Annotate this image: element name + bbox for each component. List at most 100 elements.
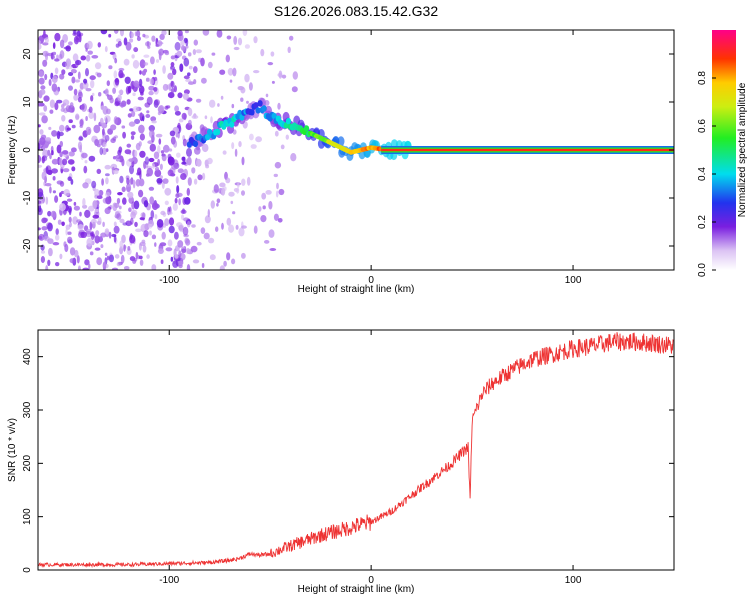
spectrogram-noise-blob — [79, 211, 82, 217]
spectrogram-noise-blob — [113, 70, 118, 79]
spectrogram-noise-blob — [255, 136, 262, 143]
spectrogram-noise-blob — [106, 108, 111, 115]
spectrogram-noise-blob — [165, 105, 171, 109]
spectrogram-noise-blob — [63, 46, 71, 50]
spectrogram-noise-blob — [277, 73, 283, 77]
spectrogram-noise-blob — [40, 244, 45, 251]
spectrogram-noise-blob — [68, 85, 73, 91]
spectrogram-noise-blob — [244, 44, 250, 49]
spectrogram-noise-blob — [138, 124, 145, 134]
spectrogram-noise-blob — [232, 67, 237, 77]
spectrogram-noise-blob — [201, 263, 205, 268]
spectrogram-noise-blob — [117, 149, 122, 156]
spectrogram-noise-blob — [131, 110, 136, 117]
spectrogram-noise-blob — [269, 248, 277, 251]
spectrogram-noise-blob — [104, 207, 111, 215]
spectrogram-noise-blob — [71, 147, 77, 153]
colorbar-ticks: 0.0 0.2 0.4 0.6 0.8 — [697, 71, 716, 277]
spectrogram-noise-blob — [182, 46, 187, 52]
spectrogram-noise-blob — [187, 52, 192, 57]
spectrogram-noise-blob — [42, 59, 48, 67]
spectrogram-noise-blob — [182, 226, 189, 236]
y-tick-label: 100 — [22, 508, 33, 525]
spectrogram-noise-blob — [164, 187, 172, 196]
spectrogram-noise-blob — [81, 103, 87, 112]
spectrogram-noise-blob — [236, 187, 240, 194]
spectrogram-noise-blob — [114, 254, 120, 259]
spectrogram-noise-blob — [265, 190, 272, 195]
spectrogram-noise-blob — [121, 186, 126, 193]
spectrogram-noise-blob — [102, 221, 105, 227]
spectrogram-noise-blob — [200, 57, 205, 67]
spectrogram-noise-blob — [151, 202, 159, 211]
spectrogram-noise-blob — [108, 254, 114, 263]
spectrogram-noise-blob — [174, 197, 178, 204]
spectrogram-noise-blob — [190, 245, 198, 253]
spectrogram-noise-blob — [40, 89, 46, 95]
spectrogram-noise-blob — [132, 59, 140, 69]
spectrogram-noise-blob — [165, 247, 173, 252]
spectrogram-noise-blob — [219, 265, 225, 270]
spectrogram-noise-blob — [58, 53, 63, 60]
spectrogram-noise-blob — [66, 127, 71, 131]
spectrogram-noise-blob — [45, 265, 49, 270]
spectrogram-noise-blob — [159, 242, 167, 247]
spectrogram-noise-blob — [43, 105, 48, 112]
spectrogram-noise-blob — [96, 257, 103, 266]
spectrogram-noise-blob — [128, 121, 136, 127]
spectrogram-noise-blob — [59, 151, 63, 158]
spectrogram-noise-blob — [249, 133, 254, 141]
spectrogram-noise-blob — [73, 201, 77, 206]
spectrogram-noise-blob — [181, 214, 184, 221]
spectrogram-noise-blob — [221, 222, 224, 230]
spectrogram-noise-blob — [244, 73, 250, 83]
spectrogram-noise-blob — [177, 30, 183, 37]
spectrogram-noise-blob — [167, 92, 175, 99]
spectrogram-noise-blob — [123, 266, 130, 270]
colorbar-tick-label: 0.6 — [697, 119, 708, 133]
spectrogram-noise-blob — [276, 182, 279, 190]
spectrogram-noise-blob — [207, 209, 210, 218]
spectrogram-ridge-core — [303, 125, 310, 132]
spectrogram-noise-blob — [89, 221, 93, 231]
spectrogram-noise-blob — [268, 229, 275, 238]
spectrogram-noise-blob — [195, 49, 202, 54]
y-tick-label: 200 — [22, 455, 33, 472]
spectrogram-noise-blob — [157, 145, 161, 154]
spectrogram-noise-blob — [123, 37, 128, 46]
spectrogram-noise-blob — [203, 232, 210, 240]
spectrogram-noise-blob — [38, 204, 42, 213]
spectrogram-noise-blob — [268, 200, 273, 210]
spectrogram-noise-blob — [153, 99, 159, 109]
spectrogram-ridge-core — [285, 117, 291, 125]
spectrogram-noise-blob — [181, 112, 187, 120]
spectrogram-noise-blob — [100, 105, 105, 111]
spectrogram-noise-blob — [55, 234, 60, 241]
spectrogram-noise-blob — [118, 205, 122, 210]
spectrogram-noise-blob — [38, 227, 41, 231]
spectrogram-noise-blob — [94, 235, 100, 244]
spectrogram-noise-blob — [117, 192, 123, 196]
spectrogram-noise-blob — [216, 30, 223, 38]
spectrogram-noise-blob — [202, 172, 206, 181]
spectrogram-noise-blob — [170, 88, 175, 93]
spectrogram-noise-blob — [148, 90, 154, 96]
spectrogram-noise-blob — [229, 79, 233, 83]
y-tick-label: 400 — [22, 348, 33, 365]
spectrogram-noise-blob — [119, 218, 125, 224]
spectrogram-noise-blob — [253, 225, 258, 234]
spectrogram-noise-blob — [102, 141, 107, 148]
spectrogram-noise-blob — [169, 130, 176, 137]
spectrogram-noise-blob — [126, 143, 132, 148]
spectrogram-noise-blob — [62, 34, 68, 43]
y-tick-label: 20 — [22, 48, 33, 60]
spectrogram-noise-blob — [149, 196, 155, 205]
spectrogram-noise-blob — [186, 264, 191, 270]
spectrogram-noise-blob — [170, 80, 175, 89]
spectrogram-noise-blob — [206, 157, 213, 165]
spectrogram-noise-blob — [221, 187, 226, 196]
spectrogram-noise-blob — [100, 30, 108, 35]
spectrogram-noise-blob — [134, 221, 138, 228]
spectrogram-noise-blob — [130, 217, 134, 225]
spectrogram-noise-blob — [104, 46, 108, 53]
